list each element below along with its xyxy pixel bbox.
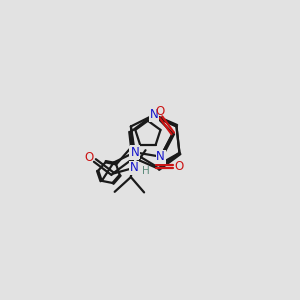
Text: O: O: [175, 160, 184, 173]
Text: N: N: [129, 161, 138, 174]
Text: N: N: [130, 146, 139, 159]
Text: N: N: [156, 150, 165, 163]
Text: N: N: [150, 108, 159, 121]
Text: O: O: [155, 105, 164, 118]
Text: N: N: [129, 146, 138, 159]
Text: O: O: [84, 151, 94, 164]
Text: H: H: [142, 167, 150, 176]
